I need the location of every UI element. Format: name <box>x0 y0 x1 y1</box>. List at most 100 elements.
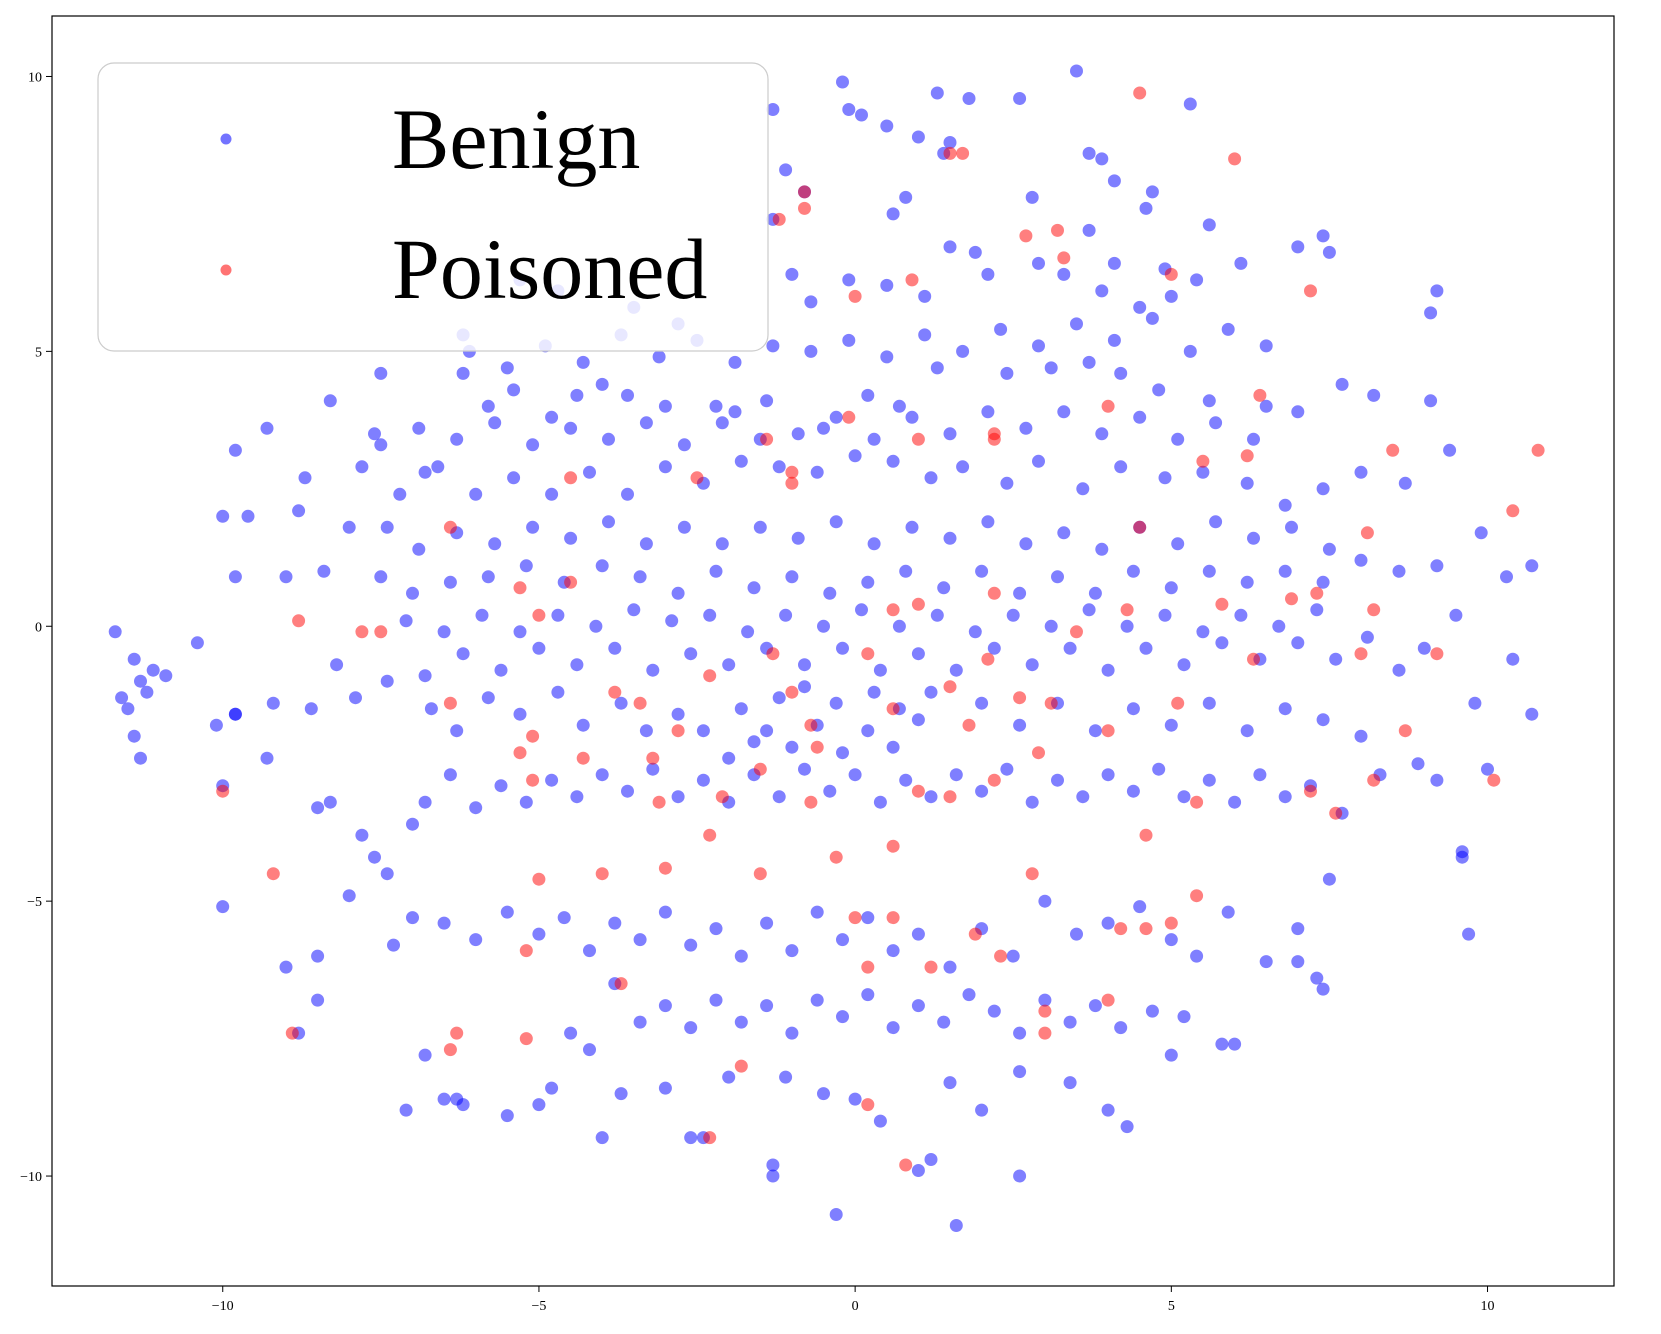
benign-point <box>1006 949 1020 963</box>
poisoned-point <box>861 647 875 661</box>
benign-point <box>899 564 913 578</box>
benign-point <box>380 674 394 688</box>
benign-point <box>760 999 774 1013</box>
benign-point <box>652 350 666 364</box>
benign-point <box>1095 542 1109 556</box>
benign-point <box>418 465 432 479</box>
poisoned-point <box>753 762 767 776</box>
ticks-layer: −10 −5 0 5 10 10 5 0 −5 −10 <box>20 70 1494 1314</box>
benign-point <box>513 707 527 721</box>
benign-point <box>355 460 369 474</box>
benign-point <box>1139 641 1153 655</box>
poisoned-point <box>1025 867 1039 881</box>
benign-point <box>228 443 242 457</box>
benign-point <box>500 361 514 375</box>
poisoned-point <box>956 146 970 160</box>
benign-point <box>1354 553 1368 567</box>
benign-point <box>930 86 944 100</box>
poisoned-point <box>519 1032 533 1046</box>
legend-label-poisoned: Poisoned <box>392 221 707 317</box>
poisoned-point <box>443 1043 457 1057</box>
benign-point <box>595 1131 609 1145</box>
benign-point <box>766 339 780 353</box>
benign-point <box>772 460 786 474</box>
benign-point <box>741 625 755 639</box>
benign-point <box>507 383 521 397</box>
benign-point <box>861 988 875 1002</box>
benign-point <box>1006 608 1020 622</box>
benign-point <box>848 768 862 782</box>
benign-point <box>639 724 653 738</box>
benign-point <box>728 355 742 369</box>
benign-point <box>469 487 483 501</box>
y-tick-label: −5 <box>27 895 42 910</box>
poisoned-point <box>450 1026 464 1040</box>
poisoned-point <box>1101 399 1115 413</box>
benign-point <box>1133 300 1147 314</box>
benign-point <box>1171 432 1185 446</box>
poisoned-point <box>526 729 540 743</box>
benign-point <box>621 487 634 501</box>
benign-point <box>1221 905 1235 919</box>
benign-point <box>1525 559 1539 573</box>
benign-point <box>406 817 419 831</box>
poisoned-point <box>1044 696 1058 710</box>
poisoned-point <box>785 465 799 479</box>
benign-point <box>728 405 742 419</box>
benign-point <box>1468 696 1482 710</box>
benign-point <box>760 394 774 408</box>
benign-point <box>671 586 685 600</box>
poisoned-point <box>595 867 609 881</box>
poisoned-point <box>658 861 672 875</box>
benign-point <box>1101 663 1115 677</box>
benign-point <box>406 911 419 925</box>
poisoned-point <box>1032 746 1045 760</box>
benign-point <box>798 658 811 672</box>
benign-point <box>127 652 141 666</box>
x-tick-label: −5 <box>531 1299 546 1314</box>
y-tick-label: 10 <box>28 70 42 85</box>
benign-point <box>602 432 615 446</box>
poisoned-point <box>1398 724 1412 738</box>
benign-point <box>855 603 868 617</box>
benign-point <box>1506 652 1520 666</box>
benign-point <box>1057 267 1071 281</box>
poisoned-point <box>1038 1026 1052 1040</box>
benign-point <box>975 564 989 578</box>
benign-point <box>1158 608 1172 622</box>
benign-point <box>260 751 274 765</box>
benign-point <box>975 1103 989 1117</box>
benign-point <box>1120 1120 1134 1134</box>
y-tick-label: 5 <box>35 345 42 360</box>
benign-point <box>1430 773 1444 787</box>
poisoned-point <box>1487 773 1501 787</box>
benign-point <box>899 190 913 204</box>
benign-point <box>703 608 717 622</box>
benign-point <box>1101 1103 1115 1117</box>
benign-point <box>1278 702 1292 716</box>
benign-point <box>1202 773 1216 787</box>
benign-point <box>500 1109 514 1123</box>
benign-point <box>418 669 432 683</box>
benign-point <box>260 421 274 435</box>
benign-point <box>1500 570 1513 584</box>
benign-point <box>1152 383 1166 397</box>
poisoned-point <box>652 795 666 809</box>
benign-point <box>658 999 672 1013</box>
legend-marker-benign <box>220 133 232 145</box>
poisoned-point <box>943 680 957 694</box>
poisoned-point <box>216 784 230 798</box>
benign-point <box>456 366 470 380</box>
benign-point <box>481 399 495 413</box>
benign-point <box>981 405 995 419</box>
benign-point <box>804 344 818 358</box>
benign-point <box>886 740 900 754</box>
poisoned-point <box>1101 993 1115 1007</box>
benign-point <box>817 1087 830 1101</box>
benign-point <box>1449 608 1463 622</box>
poisoned-point <box>703 1131 717 1145</box>
benign-point <box>639 416 653 430</box>
benign-point <box>342 520 356 534</box>
benign-point <box>1424 306 1438 320</box>
